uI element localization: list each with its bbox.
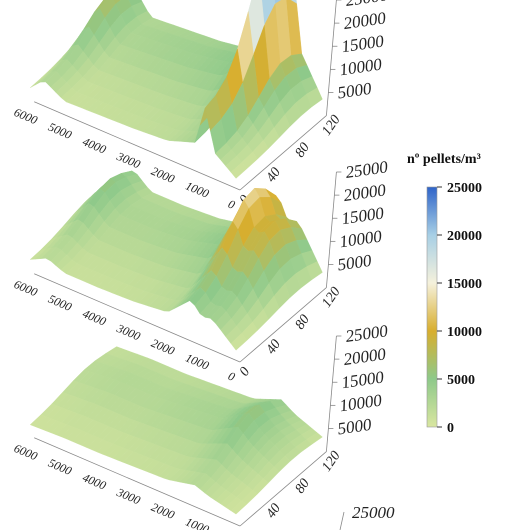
y-tick-label: 80 xyxy=(293,476,313,496)
z-axis-line xyxy=(326,0,337,116)
surface-mesh xyxy=(29,170,323,351)
z-tick-label: 15000 xyxy=(340,31,385,56)
partial-z-tick: 25000 xyxy=(352,503,395,522)
y-tick-label: 80 xyxy=(293,140,313,160)
x-tick-label: 6000 xyxy=(12,277,40,299)
surface-cell xyxy=(230,500,248,515)
x-tick-label: 5000 xyxy=(46,120,74,142)
z-axis-line xyxy=(326,171,337,288)
surface-cell xyxy=(230,332,248,351)
z-tick-label: 5000 xyxy=(336,79,373,103)
x-axis-line xyxy=(34,273,241,363)
surface-mesh xyxy=(29,346,323,515)
z-tick-label: 10000 xyxy=(338,391,383,416)
z-tick-label: 10000 xyxy=(338,55,383,80)
z-tick-label: 25000 xyxy=(344,0,389,10)
z-tick-label: 5000 xyxy=(336,415,373,439)
surface-panel-3: 6000500040003000200010000120804002500020… xyxy=(12,321,390,530)
y-tick-label: 120 xyxy=(319,449,343,475)
y-axis-line xyxy=(239,287,327,363)
surface-panel-1: 6000500040003000200010000120804002500020… xyxy=(12,0,390,212)
x-tick-label: 0 xyxy=(226,197,237,212)
x-tick-label: 4000 xyxy=(81,470,109,492)
x-axis-line xyxy=(34,437,241,527)
x-tick-label: 4000 xyxy=(81,134,109,156)
partial-z-axis xyxy=(339,511,345,530)
x-axis-line xyxy=(34,101,241,191)
colorbar-title: nº pellets/m³ xyxy=(407,152,481,167)
x-tick-label: 4000 xyxy=(81,306,109,328)
y-tick-label: 120 xyxy=(319,113,343,139)
x-tick-label: 6000 xyxy=(12,105,40,127)
z-tick-label: 10000 xyxy=(338,227,383,252)
x-tick-label: 5000 xyxy=(46,456,74,478)
y-tick-label: 80 xyxy=(293,312,313,332)
x-tick-label: 6000 xyxy=(12,441,40,463)
x-tick-label: 3000 xyxy=(114,149,142,172)
surface-cell xyxy=(230,162,248,179)
partial-panel-4: 25000 xyxy=(339,503,395,530)
surface-panel-2: 6000500040003000200010000120804002500020… xyxy=(12,157,390,384)
z-tick-label: 15000 xyxy=(340,367,385,392)
y-axis-line xyxy=(239,115,327,191)
z-axis-line xyxy=(326,335,337,452)
z-tick-label: 20000 xyxy=(342,8,387,33)
surface-cell xyxy=(113,0,122,5)
y-axis-line xyxy=(239,451,327,527)
surface-mesh xyxy=(30,0,323,179)
z-tick-label: 5000 xyxy=(336,251,373,275)
x-tick-label: 5000 xyxy=(46,292,74,314)
x-tick-label: 0 xyxy=(226,369,237,384)
z-tick-label: 15000 xyxy=(340,203,385,228)
z-tick-label: 20000 xyxy=(342,344,387,369)
y-tick-label: 120 xyxy=(319,285,343,311)
z-tick-label: 20000 xyxy=(342,180,387,205)
